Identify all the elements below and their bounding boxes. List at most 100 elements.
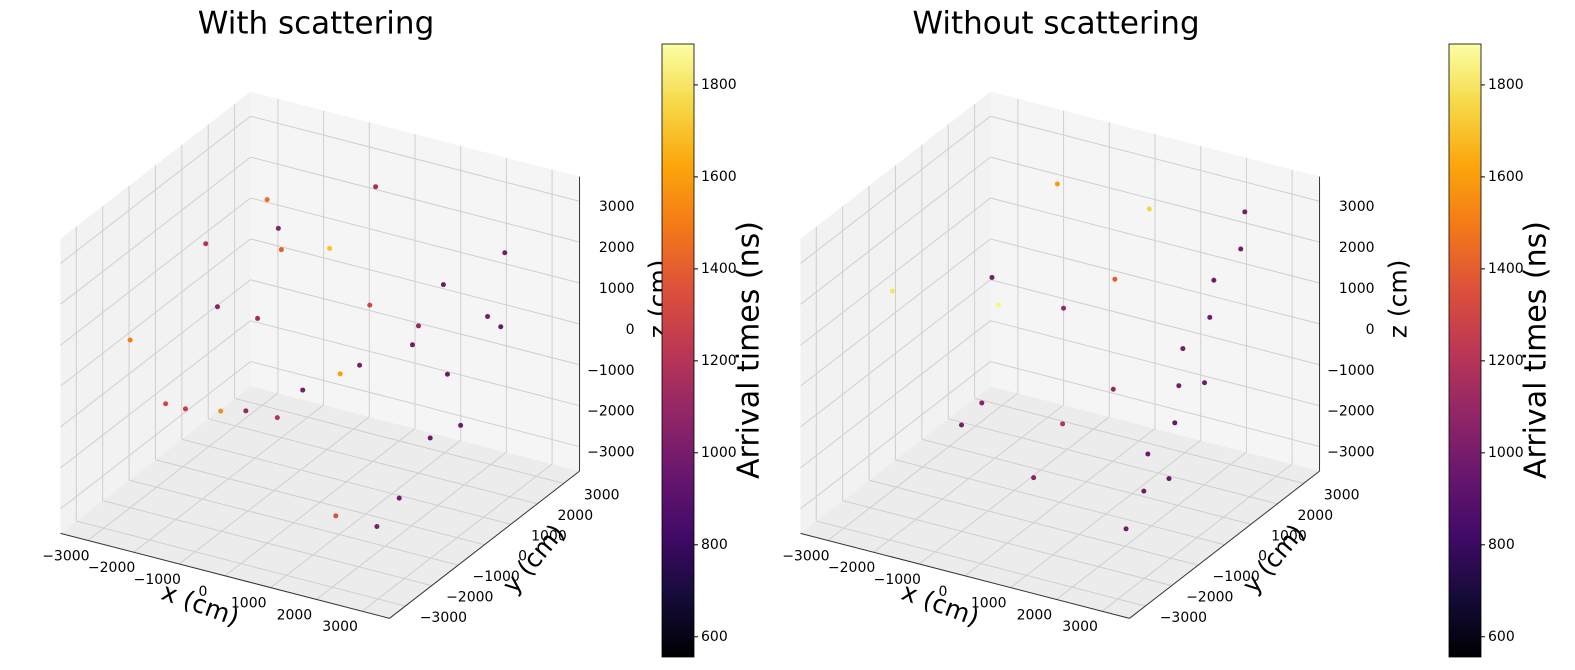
point	[300, 387, 306, 393]
y-grid-line	[816, 520, 1146, 607]
y-tick-label: 3000	[584, 487, 620, 503]
y-tick-label: −1000	[1212, 569, 1259, 585]
z-axis-label: z (cm)	[1384, 260, 1413, 339]
point	[1172, 420, 1178, 426]
point	[163, 401, 169, 407]
y-tick-label: −3000	[420, 610, 467, 626]
z-grid-line	[250, 320, 580, 407]
y-grid-line	[155, 459, 485, 546]
z-grid-line	[800, 156, 991, 305]
z-grid-line	[990, 361, 1320, 448]
y-grid-line	[948, 418, 1278, 505]
point	[275, 225, 281, 231]
z-tick-label: 0	[626, 322, 635, 338]
z-grid-line	[250, 238, 580, 325]
point	[182, 406, 188, 412]
point	[127, 337, 133, 343]
point	[1031, 475, 1037, 481]
colorbar-tick-label: 600	[1488, 629, 1515, 645]
z-tick-label: 0	[1366, 322, 1375, 338]
x-tick-label: 3000	[322, 619, 358, 635]
x-tick-label: 0	[199, 584, 208, 600]
y-tick-label: 1000	[531, 528, 567, 544]
y-tick-label: −1000	[472, 569, 519, 585]
z-grid-line	[990, 279, 1320, 366]
point	[1207, 314, 1213, 320]
point	[996, 302, 1002, 308]
point	[1202, 380, 1208, 386]
x-tick-label: −3000	[42, 548, 89, 564]
y-axis-line	[389, 470, 580, 619]
x-axis-line	[60, 532, 390, 619]
point	[1060, 421, 1066, 427]
z-grid-line	[250, 115, 580, 202]
z-tick-label: 3000	[1339, 199, 1375, 215]
y-axis-line	[1129, 470, 1320, 619]
y-tick-label: −2000	[446, 590, 493, 606]
point	[1141, 488, 1147, 494]
point	[458, 422, 464, 428]
point	[396, 495, 402, 501]
y-grid-line	[234, 397, 564, 484]
point	[1123, 526, 1129, 532]
x-axis-line	[800, 532, 1130, 619]
y-tick-label: 0	[518, 549, 527, 565]
x-tick-label: −1000	[874, 572, 921, 588]
point	[889, 288, 895, 294]
z-grid-line	[60, 238, 251, 387]
z-tick-label: 1000	[1339, 281, 1375, 297]
point	[409, 342, 415, 348]
z-tick-label: −1000	[587, 363, 634, 379]
point	[1112, 276, 1118, 282]
z-tick-label: −1000	[1327, 363, 1374, 379]
x-tick-label: −2000	[828, 560, 875, 576]
z-tick-label: −3000	[587, 445, 634, 461]
point	[1061, 305, 1067, 311]
colorbar-tick-label: 1200	[701, 353, 737, 369]
point	[1145, 451, 1151, 457]
y-grid-line	[128, 479, 459, 566]
y-grid-line	[974, 397, 1304, 484]
y-grid-line	[868, 479, 1199, 566]
z-tick-label: −2000	[587, 404, 634, 420]
z-grid-line	[990, 156, 1320, 243]
point	[218, 408, 224, 414]
point	[1176, 383, 1182, 389]
z-grid-line	[250, 361, 580, 448]
point	[1110, 386, 1116, 392]
z-grid-line	[800, 238, 991, 387]
x-tick-label: 2000	[1017, 607, 1053, 623]
z-grid-line	[60, 320, 251, 469]
z-grid-line	[60, 279, 251, 428]
point	[333, 513, 339, 519]
y-grid-line	[921, 438, 1252, 525]
colorbar	[661, 43, 695, 658]
x-tick-label: 2000	[277, 607, 313, 623]
point	[278, 247, 284, 253]
x-tick-label: −1000	[134, 572, 181, 588]
y-tick-label: 2000	[557, 508, 593, 524]
point	[1166, 476, 1172, 482]
z-grid-line	[60, 115, 251, 264]
y-tick-label: 2000	[1297, 508, 1333, 524]
point	[373, 184, 379, 190]
colorbar-tick-label: 1800	[1488, 77, 1524, 93]
point	[959, 422, 965, 428]
z-grid-line	[250, 156, 580, 243]
point	[440, 282, 446, 288]
point	[337, 371, 343, 377]
z-grid-line	[990, 320, 1320, 407]
colorbar-tick-label: 800	[1488, 537, 1515, 553]
colorbar-tick-label: 600	[701, 629, 728, 645]
z-grid-line	[990, 238, 1320, 325]
y-grid-line	[208, 418, 538, 505]
point	[255, 315, 261, 321]
colorbar-tick-label: 1000	[701, 445, 737, 461]
x-tick-label: 0	[939, 584, 948, 600]
z-tick-label: 3000	[599, 199, 635, 215]
colorbar-tick-label: 1400	[1488, 261, 1524, 277]
point	[264, 197, 270, 203]
point	[1238, 246, 1244, 252]
point	[243, 408, 249, 414]
z-tick-label: 2000	[1339, 240, 1375, 256]
